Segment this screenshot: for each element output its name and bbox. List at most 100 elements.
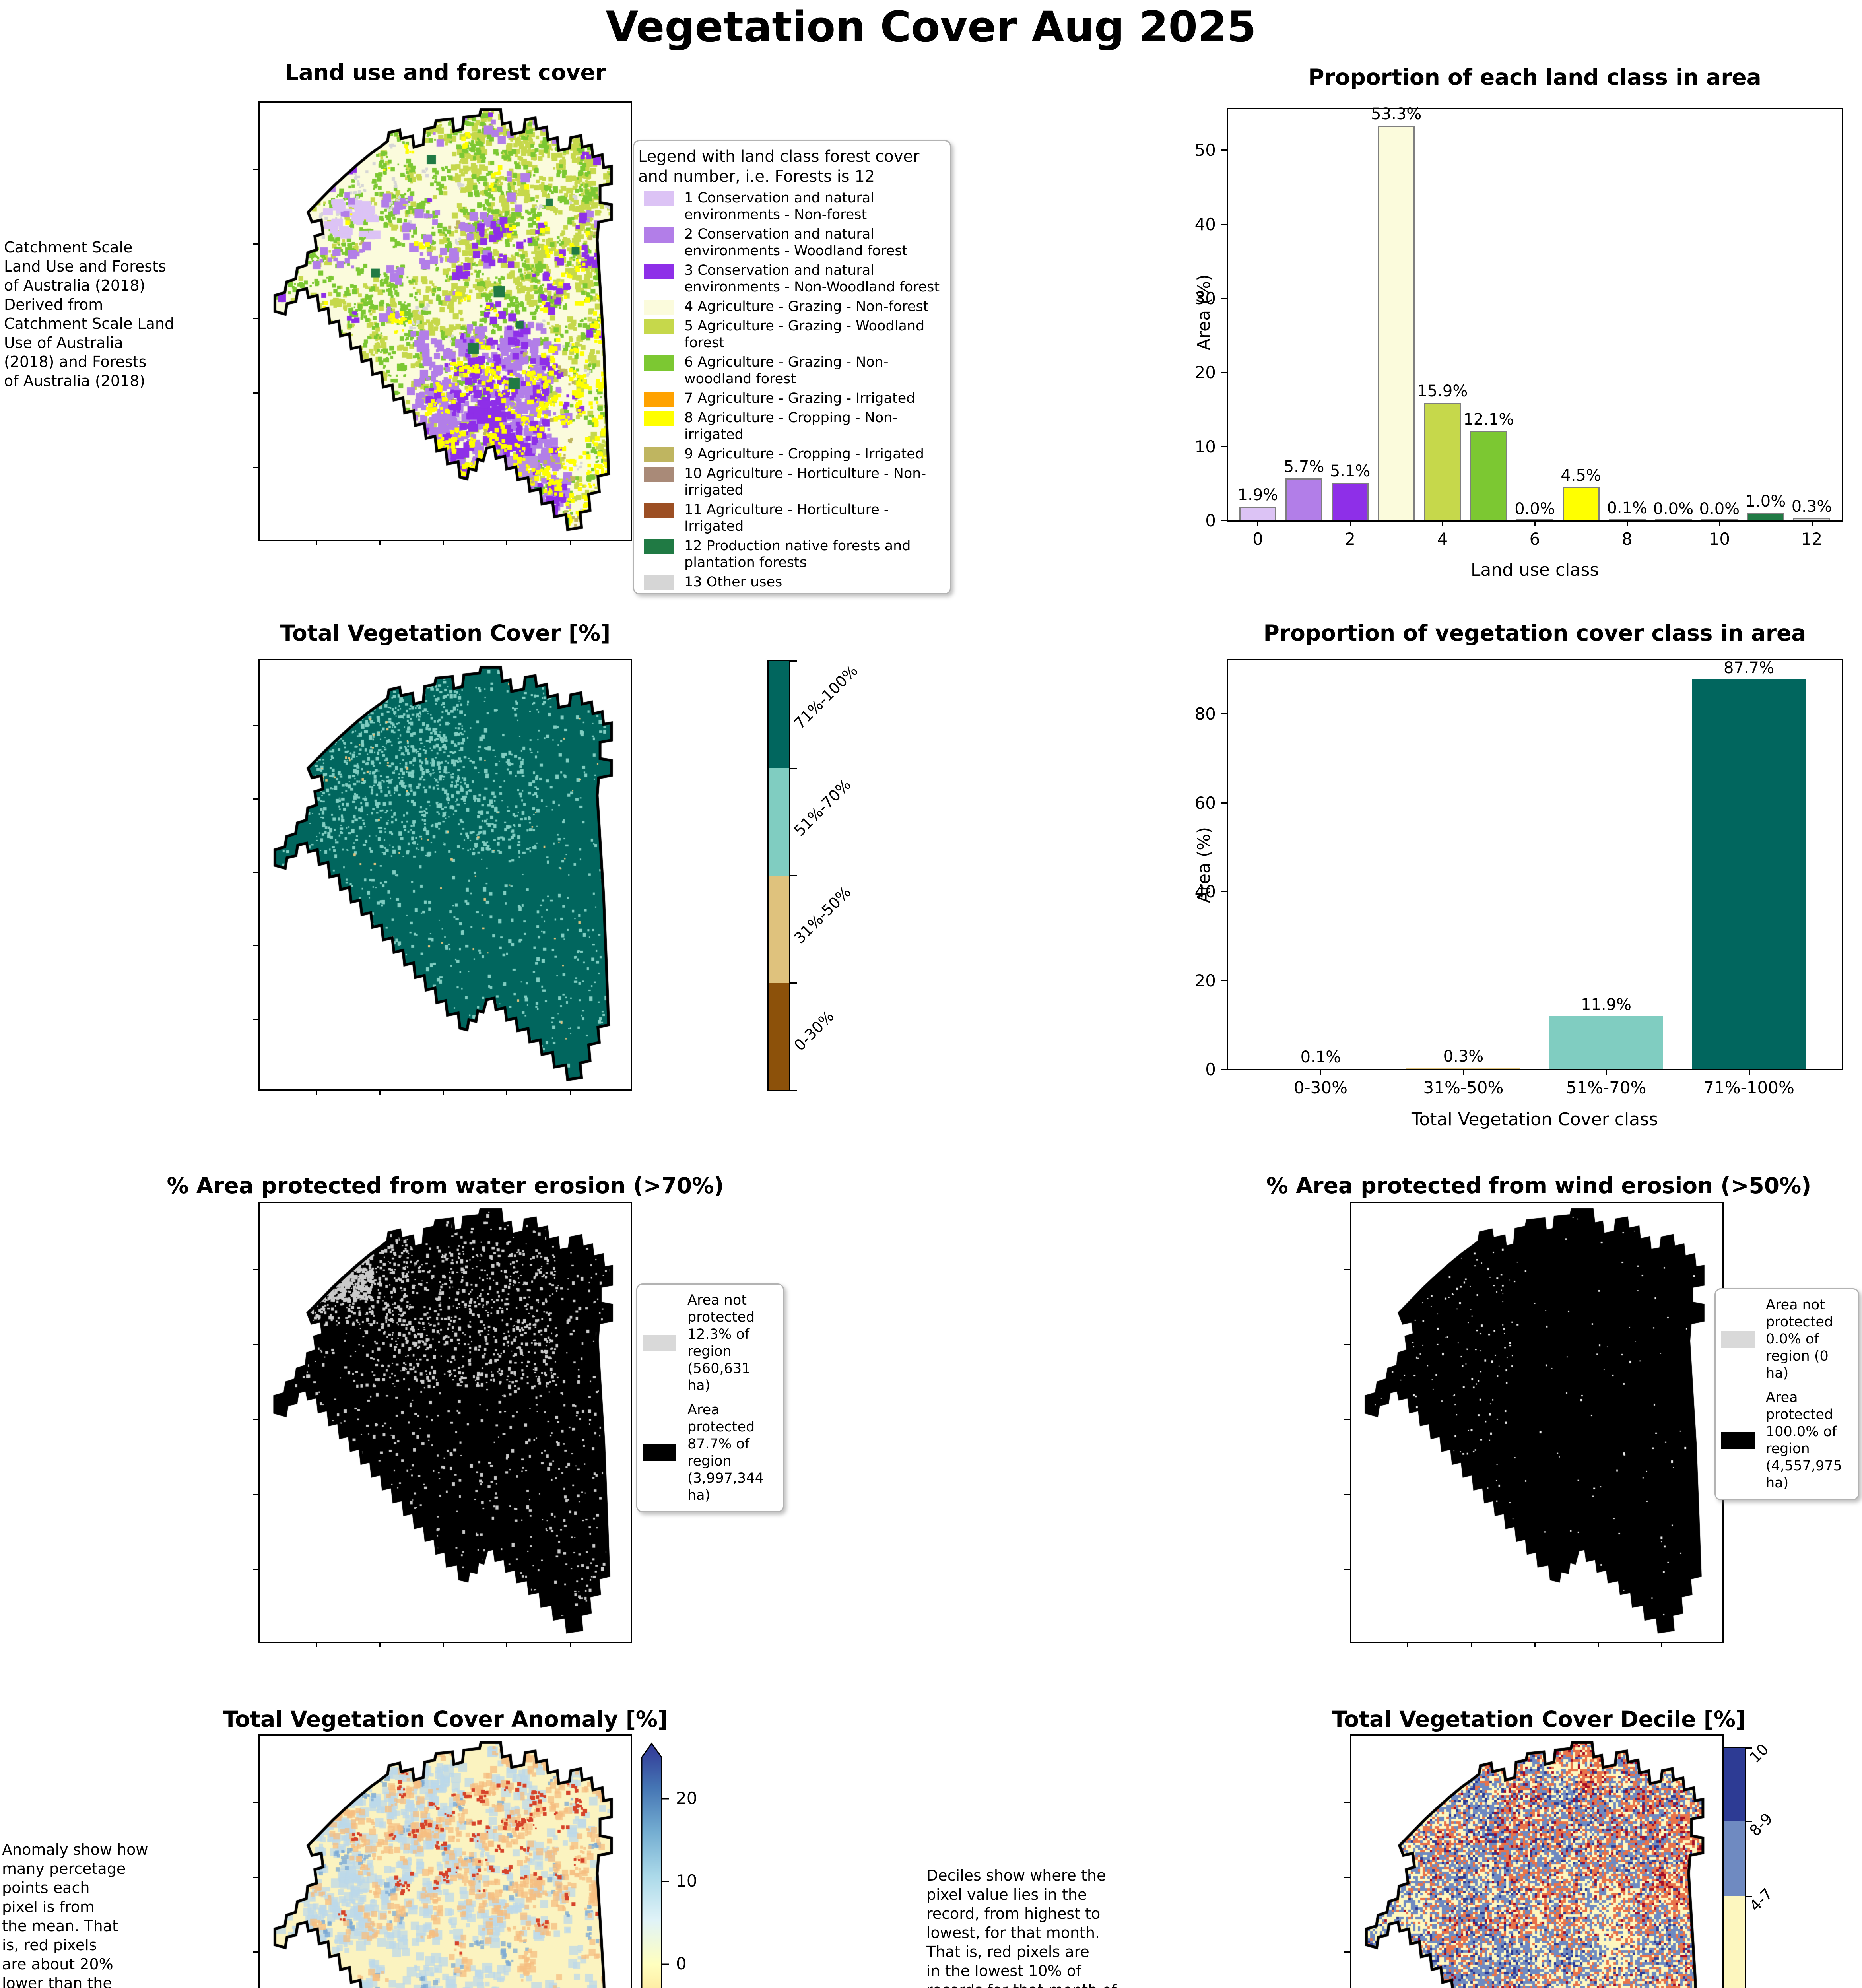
- x-axis-tick: [1442, 520, 1443, 526]
- bar: [1406, 1068, 1521, 1069]
- map-axis-tick: [570, 1642, 571, 1647]
- bar-value-label: 1.9%: [1237, 485, 1278, 504]
- colorbar-segment: [769, 876, 789, 983]
- map-axis-tick: [253, 392, 258, 394]
- vegcover-map-frame: [253, 659, 632, 1095]
- landuse-legend-item: 8 Agriculture - Cropping - Non-irrigated: [644, 410, 946, 443]
- bar: [1378, 126, 1415, 520]
- wind-map: [1351, 1203, 1722, 1642]
- erosion-legend-item: Area not protected 0.0% of region (0 ha): [1721, 1297, 1852, 1382]
- y-axis-tick: [1221, 520, 1227, 521]
- landuse-legend-item: 12 Production native forests and plantat…: [644, 538, 946, 571]
- map-axis-tick: [316, 1089, 317, 1095]
- y-axis-tick: [1221, 298, 1227, 299]
- colorbar-segment: [1724, 1821, 1745, 1897]
- legend-swatch-icon: [644, 319, 674, 334]
- map-axis-tick: [253, 1951, 258, 1953]
- legend-swatch-icon: [644, 575, 674, 590]
- map-axis-tick: [1470, 1642, 1472, 1647]
- vegcover-colorbar-labels: 71%-100% 51%-70% 31%-50% 0-30%: [790, 660, 916, 1089]
- y-axis-tick-label: 40: [1194, 214, 1216, 234]
- y-axis-tick-label: 0: [1205, 511, 1216, 530]
- map-axis-tick: [1407, 1642, 1408, 1647]
- x-axis-tick-label: 0-30%: [1293, 1078, 1347, 1097]
- y-axis-tick-label: 20: [1194, 363, 1216, 382]
- x-axis-tick: [1627, 520, 1628, 526]
- bar-value-label: 87.7%: [1724, 659, 1775, 678]
- legend-swatch-icon: [644, 467, 674, 482]
- legend-swatch-icon: [644, 392, 674, 407]
- y-axis-tick-label: 40: [1194, 882, 1216, 902]
- water-legend: Area not protected 12.3% of region (560,…: [636, 1283, 784, 1512]
- map-axis-tick: [253, 1876, 258, 1878]
- legend-label: 2 Conservation and natural environments …: [684, 226, 908, 259]
- colorbar-segment-label: 0-30%: [790, 1008, 838, 1054]
- water-map-frame: [253, 1202, 632, 1647]
- y-axis-tick-label: 50: [1194, 140, 1216, 160]
- colorbar-segment: [1724, 1748, 1745, 1821]
- colorbar-segment-label: 4-7: [1746, 1885, 1776, 1915]
- legend-swatch-icon: [644, 539, 674, 554]
- legend-label: 12 Production native forests and plantat…: [684, 538, 911, 571]
- colorbar-segment: [769, 661, 789, 768]
- map-axis-tick: [253, 1802, 258, 1803]
- map-axis-tick: [1598, 1642, 1599, 1647]
- legend-label: Area protected 87.7% of region (3,997,34…: [687, 1402, 764, 1503]
- map-axis-tick: [1344, 1344, 1350, 1345]
- legend-swatch-icon: [644, 503, 674, 518]
- legend-swatch-icon: [644, 411, 674, 426]
- landuse-map-frame: [253, 101, 632, 545]
- y-axis-tick: [1221, 713, 1227, 715]
- map-axis-tick: [316, 1642, 317, 1647]
- landuse-legend-item: 11 Agriculture - Horticulture - Irrigate…: [644, 501, 946, 535]
- map-axis-tick: [1344, 1876, 1350, 1878]
- legend-label: 8 Agriculture - Cropping - Non-irrigated: [684, 410, 898, 443]
- bar: [1549, 1016, 1664, 1069]
- legend-label: Area protected 100.0% of region (4,557,9…: [1766, 1390, 1842, 1491]
- bar: [1608, 519, 1646, 520]
- bar-value-label: 0.1%: [1607, 499, 1647, 518]
- legend-swatch-icon: [644, 191, 674, 206]
- legend-swatch-icon: [644, 300, 674, 315]
- map-axis-tick: [443, 540, 444, 545]
- landuse-legend: Legend with land class forest cover and …: [633, 140, 951, 594]
- x-axis-tick: [1748, 1069, 1750, 1075]
- landuse-legend-item: 6 Agriculture - Grazing - Non-woodland f…: [644, 354, 946, 387]
- map-axis-tick: [506, 540, 508, 545]
- map-axis-tick: [253, 168, 258, 170]
- map-axis-tick: [1344, 1802, 1350, 1803]
- landuse-legend-item: 13 Other uses: [644, 574, 946, 590]
- decile-colorbar-labels: 108-94-72-31: [1746, 1740, 1856, 1988]
- colorbar-segment: [1724, 1896, 1745, 1988]
- water-map: [260, 1203, 631, 1642]
- x-axis-tick: [1463, 1069, 1464, 1075]
- landuse-map-title: Land use and forest cover: [285, 60, 606, 85]
- legend-label: 6 Agriculture - Grazing - Non-woodland f…: [684, 354, 889, 387]
- map-axis-tick: [253, 1269, 258, 1270]
- x-axis-tick: [1257, 520, 1259, 526]
- bar: [1424, 402, 1461, 520]
- map-axis-tick: [253, 945, 258, 947]
- map-axis-tick: [379, 1642, 381, 1647]
- landuse-legend-title: Legend with land class forest cover and …: [638, 148, 920, 186]
- y-axis-tick-label: 60: [1194, 793, 1216, 813]
- x-axis-tick-label: 0: [1252, 529, 1263, 549]
- bar-value-label: 5.7%: [1283, 457, 1324, 476]
- map-axis-tick: [253, 1419, 258, 1420]
- colorbar-segment-label: 31%-50%: [790, 883, 854, 947]
- bar: [1285, 478, 1322, 520]
- legend-label: 11 Agriculture - Horticulture - Irrigate…: [684, 502, 889, 534]
- colorbar-segment-label: 8-9: [1746, 1809, 1776, 1840]
- colorbar-segment-label: 51%-70%: [790, 776, 854, 840]
- map-axis-tick: [443, 1642, 444, 1647]
- map-axis-tick: [253, 243, 258, 245]
- x-axis-tick-label: 31%-50%: [1423, 1078, 1504, 1097]
- map-axis-tick: [1344, 1494, 1350, 1495]
- water-map-title: % Area protected from water erosion (>70…: [167, 1173, 724, 1198]
- bar-value-label: 1.0%: [1745, 492, 1786, 511]
- map-axis-tick: [570, 540, 571, 545]
- decile-map-frame: [1344, 1734, 1724, 1988]
- landclass-chart-title: Proportion of each land class in area: [1308, 64, 1761, 90]
- y-axis-tick-label: 0: [1205, 1060, 1216, 1079]
